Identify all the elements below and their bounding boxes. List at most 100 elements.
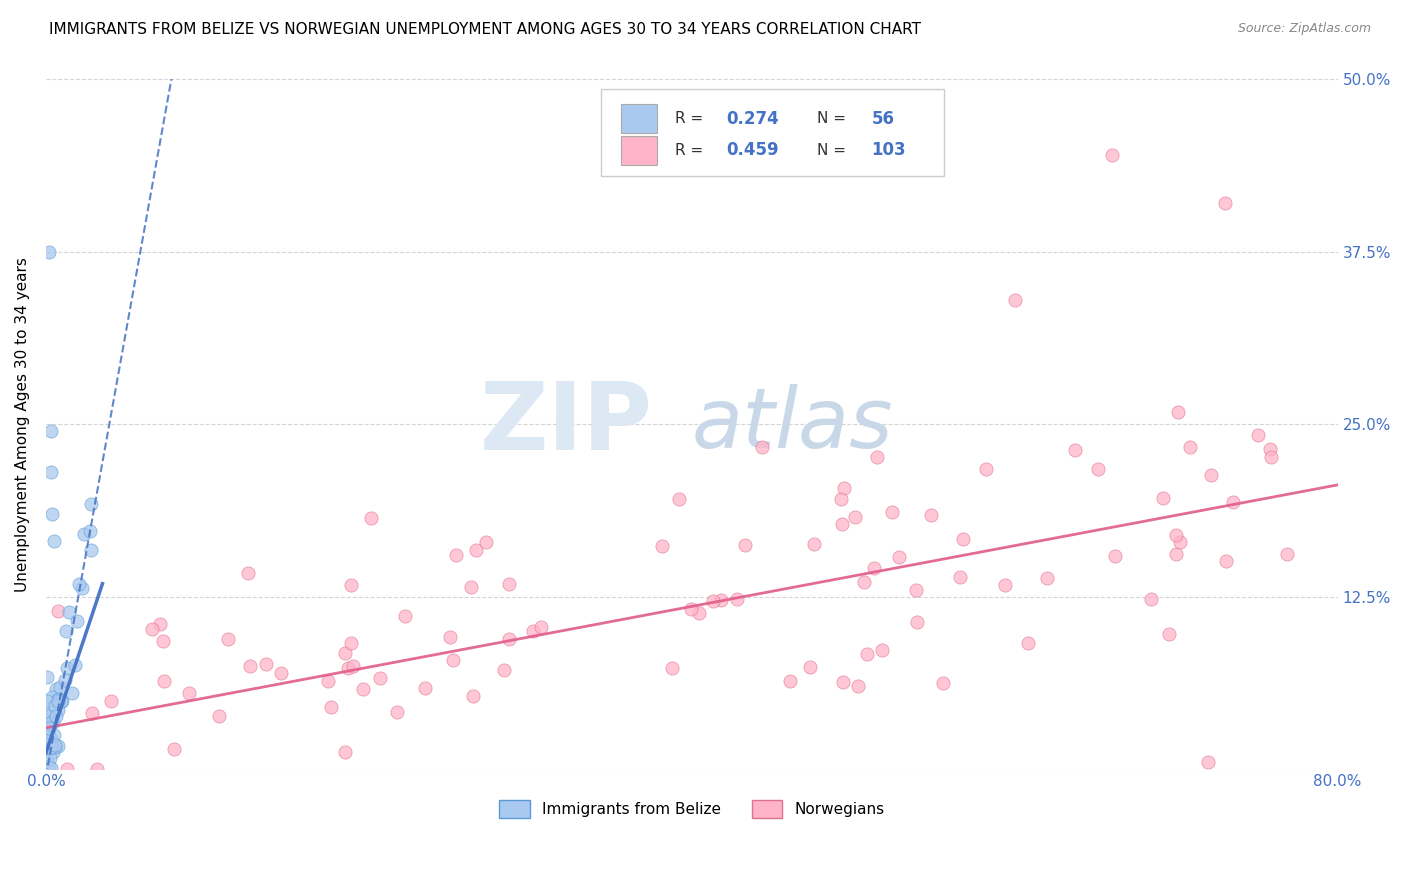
Point [56, 762, 79, 776]
Text: 0.459: 0.459 [727, 141, 779, 160]
Point [39, 424, 62, 438]
Text: R =: R = [675, 111, 709, 126]
Text: 0.274: 0.274 [727, 110, 779, 128]
Point [336, 661, 359, 675]
Point [63, 658, 86, 673]
Point [333, 746, 356, 760]
Point [44, 698, 66, 713]
Point [830, 491, 852, 506]
Point [58, 606, 80, 620]
Point [318, 674, 340, 689]
Point [1168, 535, 1191, 549]
Point [530, 620, 553, 634]
Point [1213, 196, 1236, 211]
Point [1222, 495, 1244, 509]
Point [1064, 442, 1087, 457]
Point [974, 462, 997, 476]
Point [853, 574, 876, 589]
Point [42, 745, 65, 759]
Point [905, 615, 928, 629]
Point [368, 671, 391, 685]
Text: Source: ZipAtlas.com: Source: ZipAtlas.com [1237, 22, 1371, 36]
Point [53, 673, 76, 688]
Point [810, 161, 832, 176]
Point [866, 450, 889, 464]
Point [38, 740, 60, 755]
Point [464, 543, 486, 558]
Point [177, 686, 200, 700]
Point [254, 657, 277, 672]
Point [270, 665, 292, 680]
Point [79, 524, 101, 539]
Point [679, 602, 702, 616]
Point [67, 577, 90, 591]
Point [46, 739, 69, 754]
Point [461, 689, 484, 703]
FancyBboxPatch shape [602, 89, 943, 176]
Point [702, 594, 724, 608]
Point [1087, 461, 1109, 475]
Point [49, 694, 72, 708]
Point [39, 731, 62, 746]
Point [352, 682, 374, 697]
Point [42, 728, 65, 742]
Point [321, 700, 343, 714]
Point [46, 604, 69, 618]
Point [441, 653, 464, 667]
Point [35, 753, 58, 767]
Text: N =: N = [817, 111, 851, 126]
Point [80, 497, 103, 511]
Point [863, 561, 886, 575]
Point [141, 622, 163, 636]
Point [779, 674, 801, 689]
Point [86, 762, 108, 776]
Point [688, 606, 710, 620]
Text: 56: 56 [872, 110, 894, 128]
Point [39, 751, 62, 765]
Point [163, 742, 186, 756]
Point [394, 609, 416, 624]
Point [920, 508, 942, 523]
Point [492, 663, 515, 677]
Point [46, 703, 69, 717]
Point [1164, 547, 1187, 561]
Point [1215, 554, 1237, 568]
Point [37, 721, 59, 735]
Point [38, 759, 60, 773]
Point [1178, 440, 1201, 454]
Point [751, 441, 773, 455]
Legend: Immigrants from Belize, Norwegians: Immigrants from Belize, Norwegians [494, 794, 890, 824]
Point [340, 577, 363, 591]
Point [100, 694, 122, 708]
Point [905, 582, 928, 597]
Point [70, 582, 93, 596]
Point [725, 592, 748, 607]
Point [1036, 571, 1059, 585]
Point [474, 535, 496, 549]
Point [710, 593, 733, 607]
Point [37, 709, 59, 723]
Point [39, 716, 62, 731]
Point [932, 676, 955, 690]
Point [153, 673, 176, 688]
Point [38, 244, 60, 259]
Point [39, 466, 62, 480]
Point [1104, 549, 1126, 563]
Point [45, 682, 67, 697]
Point [1140, 592, 1163, 607]
Point [41, 734, 63, 748]
Point [870, 643, 893, 657]
Point [651, 539, 673, 553]
Point [152, 633, 174, 648]
Point [734, 538, 756, 552]
Point [37, 725, 59, 739]
Point [844, 510, 866, 524]
Point [848, 679, 870, 693]
Text: IMMIGRANTS FROM BELIZE VS NORWEGIAN UNEMPLOYMENT AMONG AGES 30 TO 34 YEARS CORRE: IMMIGRANTS FROM BELIZE VS NORWEGIAN UNEM… [49, 22, 921, 37]
Point [949, 569, 972, 583]
Point [360, 511, 382, 525]
Point [73, 527, 96, 541]
Point [238, 659, 260, 673]
Point [82, 706, 104, 721]
Point [44, 739, 66, 754]
